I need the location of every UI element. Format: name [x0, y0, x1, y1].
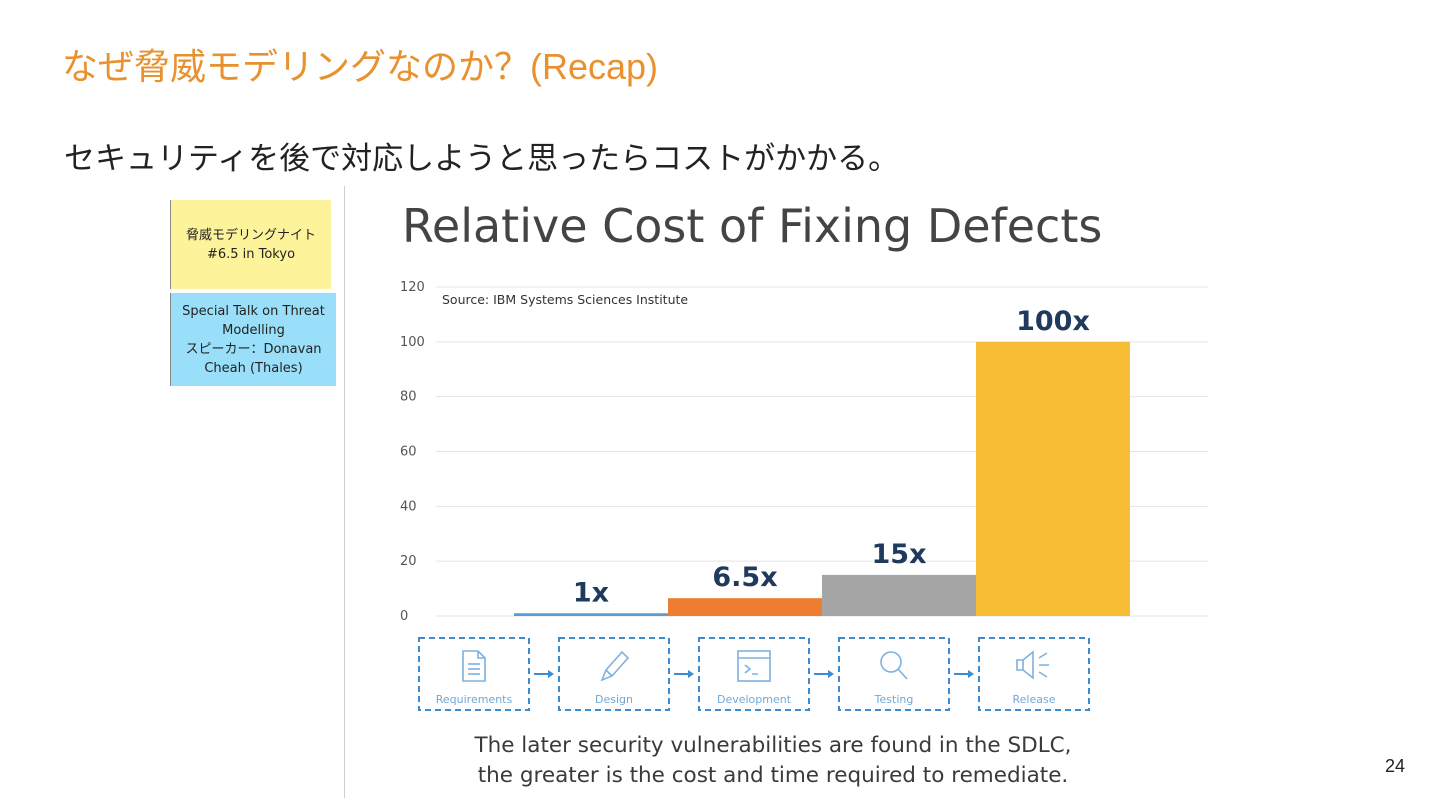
phase-label-testing: Testing [874, 693, 914, 706]
y-tick-label-0: 0 [400, 609, 408, 624]
data-label-release: 100x [1016, 306, 1090, 337]
phase-label-requirements: Requirements [436, 693, 513, 706]
data-label-design: 1x [573, 577, 609, 608]
phase-box-testing [838, 637, 950, 711]
magnifier-icon [880, 651, 908, 680]
phase-label-design: Design [595, 693, 633, 706]
bar-testing [822, 574, 976, 616]
phase-label-development: Development [717, 693, 792, 706]
phase-development: Development [698, 637, 810, 711]
vertical-divider [344, 186, 345, 798]
chart-title: Relative Cost of Fixing Defects [402, 199, 1102, 253]
bar-design [514, 613, 668, 616]
phase-release: Release [978, 637, 1090, 711]
phase-requirements: Requirements [418, 637, 530, 711]
phase-arrow-icon [814, 670, 834, 678]
y-tick-label-80: 80 [400, 390, 417, 405]
y-tick-label-40: 40 [400, 499, 417, 514]
phase-label-release: Release [1013, 693, 1056, 706]
phase-box-design [558, 637, 670, 711]
bar-development [668, 598, 822, 616]
document-icon [462, 650, 486, 682]
chart-phases: Requirements Design Development Testing Rele… [418, 637, 1090, 711]
chart-bars: 1x 6.5x 15x 100x [514, 306, 1130, 616]
data-label-testing: 15x [872, 539, 927, 570]
phase-arrow-icon [674, 670, 694, 678]
y-tick-label-20: 20 [400, 554, 417, 569]
phase-testing: Testing [838, 637, 950, 711]
sticky-note-event: 脅威モデリングナイト #6.5 in Tokyo [170, 200, 331, 289]
phase-box-development [698, 637, 810, 711]
cost-chart: Relative Cost of Fixing Defects 0 20 40 60 8… [400, 199, 1208, 788]
megaphone-icon [1016, 650, 1049, 680]
sticky-note-speaker: Special Talk on Threat Modelling スピーカー：D… [170, 293, 336, 386]
bar-release [976, 341, 1130, 616]
terminal-window-icon [737, 650, 771, 682]
y-tick-label-120: 120 [400, 280, 425, 295]
phase-box-release [978, 637, 1090, 711]
data-label-development: 6.5x [712, 562, 777, 593]
sticky-note-event-name: 脅威モデリングナイト [185, 227, 316, 243]
phase-design: Design [558, 637, 670, 711]
page-number: 24 [1385, 756, 1406, 776]
sticky-note-talk: Special Talk on Threat Modelling [182, 303, 325, 338]
chart-caption-line-2: the greater is the cost and time require… [478, 763, 1069, 788]
chart-caption-line-1: The later security vulnerabilities are f… [473, 733, 1071, 758]
slide-title: なぜ脅威モデリングなのか？(Recap) [62, 46, 659, 87]
y-tick-label-100: 100 [400, 335, 425, 350]
sticky-note-speaker-name: スピーカー：Donavan Cheah (Thales) [185, 341, 322, 376]
slide-subtitle: セキュリティを後で対応しようと思ったらコストがかかる。 [64, 141, 900, 176]
pencil-icon [600, 650, 630, 682]
y-tick-label-60: 60 [400, 445, 417, 460]
phase-box-requirements [418, 637, 530, 711]
phase-arrow-icon [954, 670, 974, 678]
sticky-note-event-place: #6.5 in Tokyo [206, 246, 296, 262]
phase-arrow-icon [534, 670, 554, 678]
chart-source: Source: IBM Systems Sciences Institute [442, 292, 688, 307]
